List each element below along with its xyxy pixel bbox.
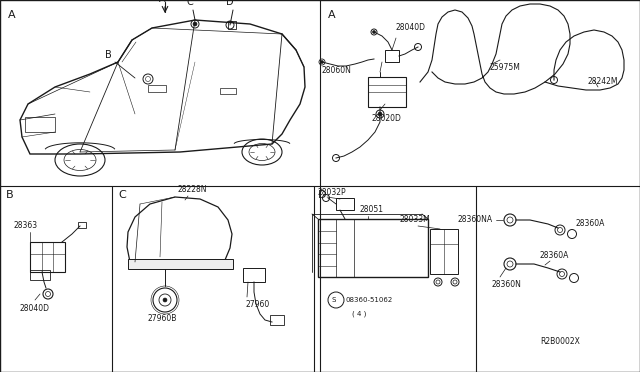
Text: 27960B: 27960B [148, 314, 177, 323]
Text: ( 4 ): ( 4 ) [352, 311, 366, 317]
Circle shape [378, 112, 382, 116]
Bar [243, 268, 265, 282]
Circle shape [321, 61, 323, 64]
Text: A: A [8, 10, 15, 20]
Text: 27960: 27960 [245, 300, 269, 309]
Bar [148, 85, 166, 92]
Text: B: B [6, 190, 13, 200]
Bar [318, 219, 428, 277]
Bar [78, 222, 86, 228]
Text: 25975M: 25975M [490, 62, 521, 71]
Text: 08360-51062: 08360-51062 [346, 297, 393, 303]
Text: 28360NA: 28360NA [458, 215, 493, 224]
Text: 28360A: 28360A [575, 219, 604, 228]
Text: 28060N: 28060N [322, 66, 352, 75]
Text: 28363: 28363 [14, 221, 38, 230]
Circle shape [372, 31, 376, 33]
Circle shape [193, 22, 197, 26]
Text: A: A [159, 0, 165, 4]
Text: 28051: 28051 [360, 205, 384, 214]
Text: 28032P: 28032P [318, 188, 347, 197]
Text: 28360A: 28360A [540, 251, 570, 260]
Text: 28242M: 28242M [588, 77, 618, 87]
Bar [368, 77, 406, 107]
Bar [30, 270, 50, 280]
Text: D: D [226, 0, 234, 7]
Text: R2B0002X: R2B0002X [540, 337, 580, 346]
Bar [385, 50, 399, 62]
Bar [336, 198, 354, 210]
Bar [220, 88, 236, 94]
Bar [30, 242, 65, 272]
Text: C: C [187, 0, 193, 7]
Text: A: A [328, 10, 335, 20]
Circle shape [163, 298, 167, 302]
Text: C: C [118, 190, 125, 200]
Text: 28228N: 28228N [178, 185, 207, 194]
Bar [25, 117, 55, 132]
Text: B: B [104, 50, 111, 60]
Bar [270, 315, 284, 325]
Text: S: S [332, 297, 337, 303]
Text: 28360N: 28360N [492, 280, 522, 289]
Text: 28040D: 28040D [20, 304, 50, 313]
Text: 28020D: 28020D [372, 114, 402, 123]
Text: 28033M: 28033M [400, 215, 431, 224]
Bar [128, 259, 233, 269]
Bar [430, 229, 458, 274]
Bar [228, 21, 236, 29]
Text: 28040D: 28040D [396, 23, 426, 32]
Text: D: D [318, 190, 326, 200]
